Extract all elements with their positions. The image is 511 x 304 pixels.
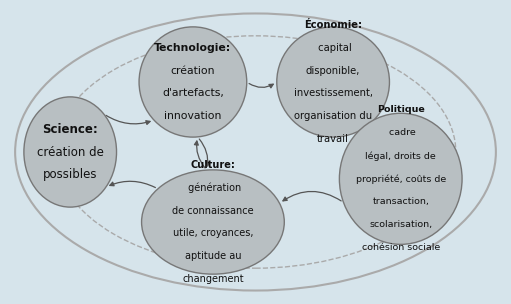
Text: changement: changement: [182, 275, 244, 285]
Text: organisation du: organisation du: [294, 112, 372, 121]
FancyArrowPatch shape: [194, 141, 205, 168]
Ellipse shape: [24, 97, 117, 207]
Text: d'artefacts,: d'artefacts,: [162, 88, 224, 98]
Text: cohésion sociale: cohésion sociale: [362, 243, 440, 252]
Text: Technologie:: Technologie:: [154, 43, 231, 53]
Ellipse shape: [15, 13, 496, 291]
FancyArrowPatch shape: [199, 139, 210, 166]
Text: aptitude au: aptitude au: [184, 251, 241, 261]
FancyArrowPatch shape: [358, 122, 375, 133]
Text: investissement,: investissement,: [294, 88, 373, 98]
Text: Culture:: Culture:: [191, 160, 236, 170]
Ellipse shape: [142, 170, 284, 274]
Text: Politique: Politique: [377, 105, 425, 114]
Text: transaction,: transaction,: [373, 197, 429, 206]
Text: utile, croyances,: utile, croyances,: [173, 229, 253, 239]
Text: de connaissance: de connaissance: [172, 206, 254, 216]
Ellipse shape: [277, 27, 389, 137]
Text: génération: génération: [185, 182, 241, 193]
Text: travail: travail: [317, 134, 349, 144]
Ellipse shape: [139, 27, 247, 137]
Text: légal, droits de: légal, droits de: [365, 151, 436, 161]
Text: propriété, coûts de: propriété, coûts de: [356, 174, 446, 184]
Text: scolarisation,: scolarisation,: [369, 220, 432, 229]
FancyArrowPatch shape: [283, 192, 341, 201]
Text: disponible,: disponible,: [306, 65, 360, 75]
Text: innovation: innovation: [164, 112, 222, 121]
FancyArrowPatch shape: [106, 115, 150, 124]
Text: cadre: cadre: [386, 128, 415, 137]
Text: possibles: possibles: [43, 168, 98, 181]
FancyArrowPatch shape: [249, 84, 273, 88]
Text: création de: création de: [37, 146, 104, 158]
Text: capital: capital: [315, 43, 352, 53]
Text: création: création: [171, 65, 215, 75]
Text: Économie:: Économie:: [304, 19, 362, 29]
Ellipse shape: [55, 36, 456, 268]
Text: Science:: Science:: [42, 123, 98, 136]
Ellipse shape: [339, 113, 462, 244]
FancyArrowPatch shape: [110, 181, 155, 188]
